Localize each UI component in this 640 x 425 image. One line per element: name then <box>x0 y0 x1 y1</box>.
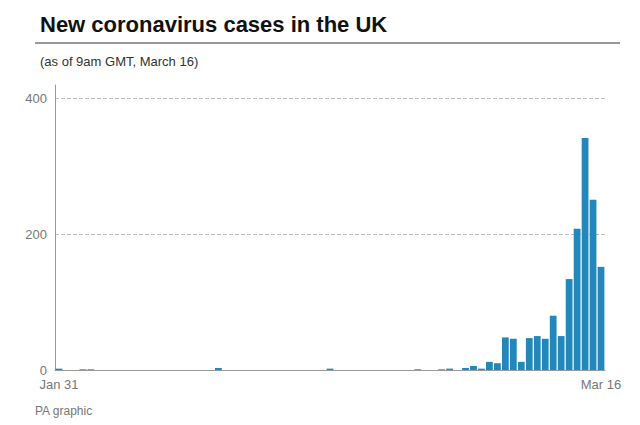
svg-text:200: 200 <box>25 227 47 242</box>
svg-text:(as of 9am GMT, March 16): (as of 9am GMT, March 16) <box>40 54 198 69</box>
svg-text:400: 400 <box>25 91 47 106</box>
svg-text:Jan 31: Jan 31 <box>39 377 78 392</box>
svg-text:0: 0 <box>40 363 47 378</box>
svg-text:PA graphic: PA graphic <box>35 404 92 418</box>
svg-text:New coronavirus cases in the U: New coronavirus cases in the UK <box>40 12 387 37</box>
svg-text:Mar 16: Mar 16 <box>581 377 621 392</box>
